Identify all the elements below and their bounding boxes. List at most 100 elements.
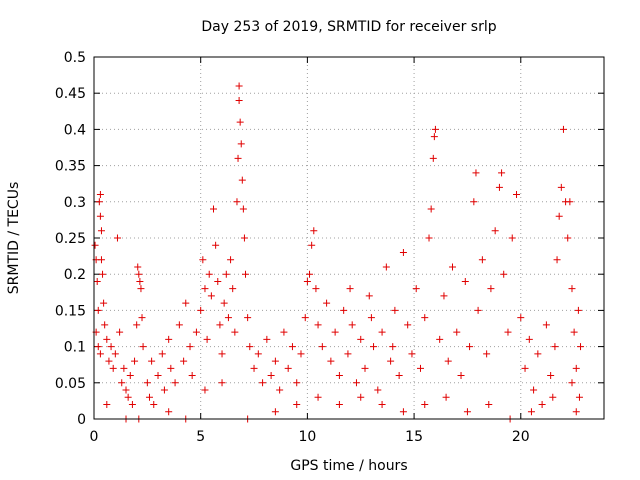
data-point	[389, 343, 397, 351]
data-point	[96, 350, 104, 358]
data-point	[391, 306, 399, 314]
data-point	[293, 379, 301, 387]
data-point	[134, 263, 142, 271]
data-point	[276, 386, 284, 394]
data-point	[293, 401, 301, 409]
data-point	[148, 357, 156, 365]
data-point	[271, 408, 279, 416]
data-point	[97, 227, 105, 235]
data-point	[238, 176, 246, 184]
data-point	[485, 401, 493, 409]
data-point	[94, 306, 102, 314]
data-point	[440, 292, 448, 300]
data-point	[105, 357, 113, 365]
axis-ticks: 0 0.05 0.1 0.15 0.2 0.25 0.3 0.35 0.4 0.45 0.5 0 5 10…	[55, 50, 604, 445]
data-point	[116, 328, 124, 336]
x-tick-label: 20	[512, 429, 530, 445]
data-point	[201, 285, 209, 293]
data-point	[348, 321, 356, 329]
data-point	[575, 393, 583, 401]
data-point	[209, 205, 217, 213]
data-point	[448, 263, 456, 271]
data-point	[231, 328, 239, 336]
y-tick-label: 0.15	[55, 303, 86, 319]
data-point	[113, 234, 121, 242]
data-point	[101, 321, 109, 329]
data-point	[572, 364, 580, 372]
data-point	[500, 270, 508, 278]
data-point	[553, 256, 561, 264]
data-points	[91, 82, 585, 423]
data-point	[335, 372, 343, 380]
data-point	[463, 408, 471, 416]
data-point	[182, 299, 190, 307]
data-point	[188, 372, 196, 380]
data-point	[487, 285, 495, 293]
data-point	[308, 241, 316, 249]
data-point	[233, 198, 241, 206]
data-point	[491, 227, 499, 235]
data-point	[314, 393, 322, 401]
data-point	[430, 133, 438, 141]
data-point	[175, 321, 183, 329]
data-point	[416, 364, 424, 372]
data-point	[399, 408, 407, 416]
data-point	[145, 393, 153, 401]
data-point	[474, 306, 482, 314]
data-point	[436, 335, 444, 343]
data-point	[280, 328, 288, 336]
data-point	[218, 350, 226, 358]
data-point	[508, 234, 516, 242]
data-point	[218, 379, 226, 387]
data-point	[374, 386, 382, 394]
data-point	[220, 299, 228, 307]
data-point	[408, 350, 416, 358]
data-point	[335, 401, 343, 409]
data-point	[530, 386, 538, 394]
data-point	[425, 234, 433, 242]
data-point	[236, 118, 244, 126]
data-point	[171, 379, 179, 387]
data-point	[525, 335, 533, 343]
data-point	[203, 335, 211, 343]
y-tick-label: 0.35	[55, 159, 86, 175]
data-point	[495, 183, 503, 191]
data-point	[229, 285, 237, 293]
data-point	[212, 241, 220, 249]
data-point	[461, 277, 469, 285]
data-point	[470, 198, 478, 206]
y-tick-label: 0	[77, 412, 86, 428]
data-point	[323, 299, 331, 307]
data-point	[254, 350, 262, 358]
data-point	[246, 343, 254, 351]
data-point	[547, 372, 555, 380]
data-point	[327, 357, 335, 365]
data-point	[214, 277, 222, 285]
data-point	[244, 314, 252, 322]
data-point	[570, 328, 578, 336]
data-point	[331, 328, 339, 336]
data-point	[250, 364, 258, 372]
data-point	[542, 321, 550, 329]
data-point	[357, 335, 365, 343]
x-tick-label: 10	[298, 429, 316, 445]
data-point	[534, 350, 542, 358]
data-point	[352, 379, 360, 387]
data-point	[96, 212, 104, 220]
data-point	[365, 292, 373, 300]
data-point	[131, 357, 139, 365]
y-tick-label: 0.5	[64, 50, 86, 66]
data-point	[271, 357, 279, 365]
data-point	[167, 364, 175, 372]
data-point	[192, 328, 200, 336]
data-point	[310, 227, 318, 235]
data-point	[160, 386, 168, 394]
data-point	[577, 343, 585, 351]
data-point	[99, 270, 107, 278]
data-point	[517, 314, 525, 322]
data-point	[259, 379, 267, 387]
data-point	[568, 379, 576, 387]
data-point	[222, 270, 230, 278]
data-point	[96, 191, 104, 199]
